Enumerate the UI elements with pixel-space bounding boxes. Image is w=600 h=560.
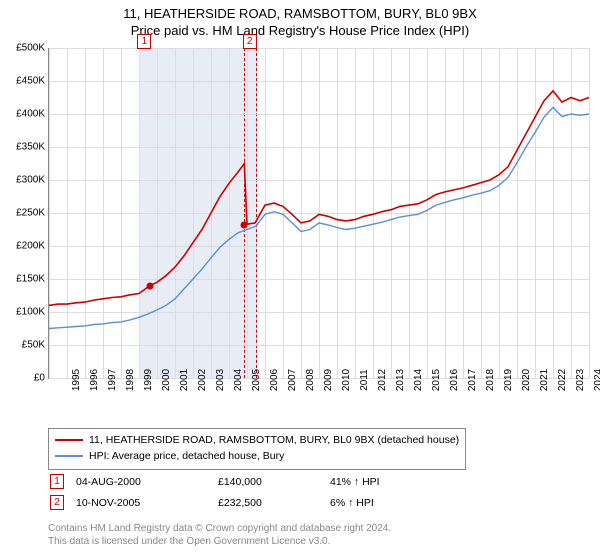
credit-line-1: Contains HM Land Registry data © Crown c… bbox=[48, 523, 391, 534]
event-dot bbox=[241, 221, 248, 228]
event-row: 2 10-NOV-2005£232,5006% ↑ HPI bbox=[50, 493, 390, 512]
legend-item: 11, HEATHERSIDE ROAD, RAMSBOTTOM, BURY, … bbox=[55, 433, 459, 449]
event-table: 1 04-AUG-2000£140,00041% ↑ HPI 2 10-NOV-200… bbox=[48, 470, 392, 514]
event-date: 10-NOV-2005 bbox=[76, 493, 216, 512]
y-axis-label: £450K bbox=[16, 76, 45, 87]
legend-item: HPI: Average price, detached house, Bury bbox=[55, 449, 459, 465]
event-delta: 6% ↑ HPI bbox=[330, 493, 390, 512]
plot-area: £0£50K£100K£150K£200K£250K£300K£350K£400… bbox=[48, 48, 589, 379]
event-index: 1 bbox=[50, 474, 64, 489]
y-axis-label: £350K bbox=[16, 142, 45, 153]
event-date: 04-AUG-2000 bbox=[76, 472, 216, 491]
event-row: 1 04-AUG-2000£140,00041% ↑ HPI bbox=[50, 472, 390, 491]
y-axis-label: £400K bbox=[16, 109, 45, 120]
y-axis-label: £150K bbox=[16, 274, 45, 285]
y-axis-label: £250K bbox=[16, 208, 45, 219]
credit-line-2: This data is licensed under the Open Gov… bbox=[48, 536, 330, 547]
event-price: £232,500 bbox=[218, 493, 328, 512]
legend-swatch bbox=[55, 455, 83, 457]
chart-title: 11, HEATHERSIDE ROAD, RAMSBOTTOM, BURY, … bbox=[0, 0, 600, 40]
legend: 11, HEATHERSIDE ROAD, RAMSBOTTOM, BURY, … bbox=[48, 428, 466, 470]
series-line bbox=[49, 91, 589, 306]
event-index: 2 bbox=[50, 495, 64, 510]
y-axis-label: £300K bbox=[16, 175, 45, 186]
legend-label: 11, HEATHERSIDE ROAD, RAMSBOTTOM, BURY, … bbox=[89, 434, 459, 446]
y-axis-label: £500K bbox=[16, 43, 45, 54]
gridline-v bbox=[589, 48, 590, 378]
y-axis-label: £0 bbox=[34, 373, 45, 384]
title-line-2: Price paid vs. HM Land Registry's House … bbox=[131, 23, 469, 38]
legend-swatch bbox=[55, 439, 83, 441]
title-line-1: 11, HEATHERSIDE ROAD, RAMSBOTTOM, BURY, … bbox=[123, 6, 477, 21]
event-delta: 41% ↑ HPI bbox=[330, 472, 390, 491]
y-axis-label: £100K bbox=[16, 307, 45, 318]
x-axis-label: 2025 bbox=[589, 369, 600, 391]
y-axis-label: £200K bbox=[16, 241, 45, 252]
legend-label: HPI: Average price, detached house, Bury bbox=[89, 450, 284, 462]
series-svg bbox=[49, 48, 589, 378]
y-axis-label: £50K bbox=[22, 340, 45, 351]
event-price: £140,000 bbox=[218, 472, 328, 491]
chart-container: { "title_line1": "11, HEATHERSIDE ROAD, … bbox=[0, 0, 600, 560]
credit-text: Contains HM Land Registry data © Crown c… bbox=[48, 522, 391, 548]
event-dot bbox=[146, 282, 153, 289]
